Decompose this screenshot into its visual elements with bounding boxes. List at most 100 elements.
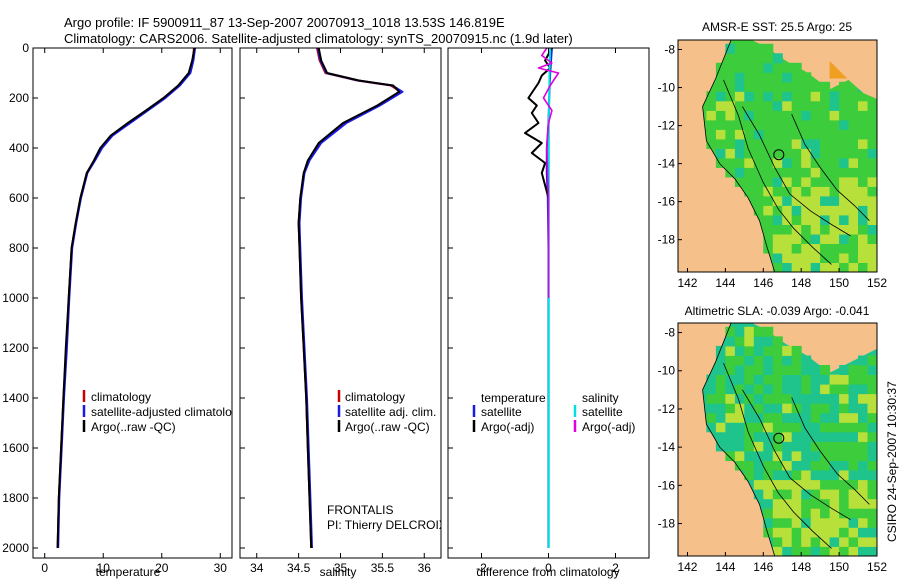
map-cell — [858, 224, 868, 235]
x-tick-label: 10 — [97, 561, 111, 575]
lon-tick-label: 148 — [791, 560, 811, 574]
map-cell — [782, 234, 793, 244]
map-cell — [810, 546, 821, 556]
map-cell — [753, 205, 764, 216]
map-cell — [744, 81, 755, 92]
map-cell — [810, 205, 821, 216]
map-cell — [782, 412, 793, 423]
map-cell — [791, 460, 802, 471]
map-cell — [715, 422, 726, 433]
map-cell — [734, 460, 745, 471]
map-cell — [715, 431, 726, 442]
map-cell — [801, 403, 812, 414]
map-cell — [829, 110, 840, 121]
map-cell — [725, 110, 736, 121]
map-cell — [763, 157, 774, 168]
map-cell — [753, 100, 764, 111]
map-cell — [791, 412, 802, 423]
map-cell — [839, 119, 850, 130]
map-cell — [810, 253, 821, 263]
map-cell — [753, 81, 764, 92]
map-cell — [820, 110, 831, 121]
map-cell — [839, 205, 850, 216]
map-cell — [734, 100, 745, 111]
map-cell — [820, 546, 831, 556]
map-cell — [791, 234, 802, 244]
map-cell — [782, 451, 793, 461]
map-cell — [829, 384, 840, 395]
contour-line — [742, 106, 851, 237]
map-cell — [867, 498, 877, 509]
map-cell — [772, 138, 783, 149]
map-cell — [763, 100, 774, 111]
map-cell — [734, 412, 745, 423]
map-cell — [810, 138, 821, 149]
map-cell — [725, 62, 736, 73]
map-cell — [753, 157, 764, 168]
map-cell — [734, 441, 745, 452]
map-cell — [801, 365, 812, 375]
x-tick-label: 30 — [214, 561, 228, 575]
map-cell — [801, 527, 812, 538]
map-cell — [706, 91, 717, 102]
map-cell — [848, 470, 859, 481]
map-cell — [744, 355, 755, 366]
map-cell — [839, 374, 850, 385]
map-cell — [801, 479, 812, 490]
map-cell — [858, 546, 868, 556]
map-cell — [810, 167, 821, 178]
map-cell — [791, 508, 802, 519]
map-cell — [782, 205, 793, 216]
map-cell — [839, 215, 850, 225]
map-cell — [810, 365, 821, 375]
map-cell — [820, 167, 831, 178]
map-cell — [753, 479, 764, 490]
project-label: FRONTALIS — [327, 503, 393, 517]
map-cell — [858, 517, 868, 528]
map-cell — [839, 138, 850, 149]
map-cell — [839, 91, 850, 102]
map-cell — [791, 157, 802, 168]
map-cell — [744, 393, 755, 404]
map-cell — [734, 384, 745, 395]
lon-tick-label: 144 — [715, 276, 735, 290]
map-cell — [839, 186, 850, 197]
map-cell — [810, 412, 821, 423]
map-cell — [848, 81, 859, 92]
lon-tick-label: 150 — [829, 276, 849, 290]
legend-label-sal-argo: Argo(-adj) — [582, 420, 635, 434]
map-cell — [763, 176, 774, 187]
map-cell — [772, 441, 783, 452]
map-cell — [867, 205, 877, 216]
map-cell — [734, 110, 745, 121]
map-cell — [791, 195, 802, 206]
lat-tick-label: -10 — [658, 364, 676, 378]
map-cell — [753, 355, 764, 366]
map-cell — [772, 345, 783, 356]
map-cell — [753, 186, 764, 197]
map-cell — [763, 167, 774, 178]
map-cell — [763, 215, 774, 225]
map-cell — [715, 441, 726, 452]
map-cell — [848, 176, 859, 187]
y-tick-label: 0 — [22, 41, 29, 55]
map-cell — [810, 224, 821, 235]
map-cell — [753, 441, 764, 452]
map-cell — [725, 72, 736, 83]
map-cell — [829, 148, 840, 159]
map-cell — [744, 374, 755, 385]
temperature-panel: climatology satellite-adjusted climatolo… — [2, 41, 453, 579]
y-tick-label: 1000 — [2, 291, 29, 305]
map-cell — [810, 374, 821, 385]
map-cell — [801, 224, 812, 235]
map-cell — [715, 62, 726, 73]
map-cell — [858, 393, 868, 404]
sla-map-panel: Altimetric SLA: -0.039 Argo: -0.041 142 1… — [658, 304, 888, 574]
map-cell — [725, 336, 736, 347]
map-cell — [820, 508, 831, 519]
map-cell — [867, 517, 877, 528]
lon-tick-label: 148 — [791, 276, 811, 290]
map-cell — [839, 422, 850, 433]
map-cell — [782, 470, 793, 481]
